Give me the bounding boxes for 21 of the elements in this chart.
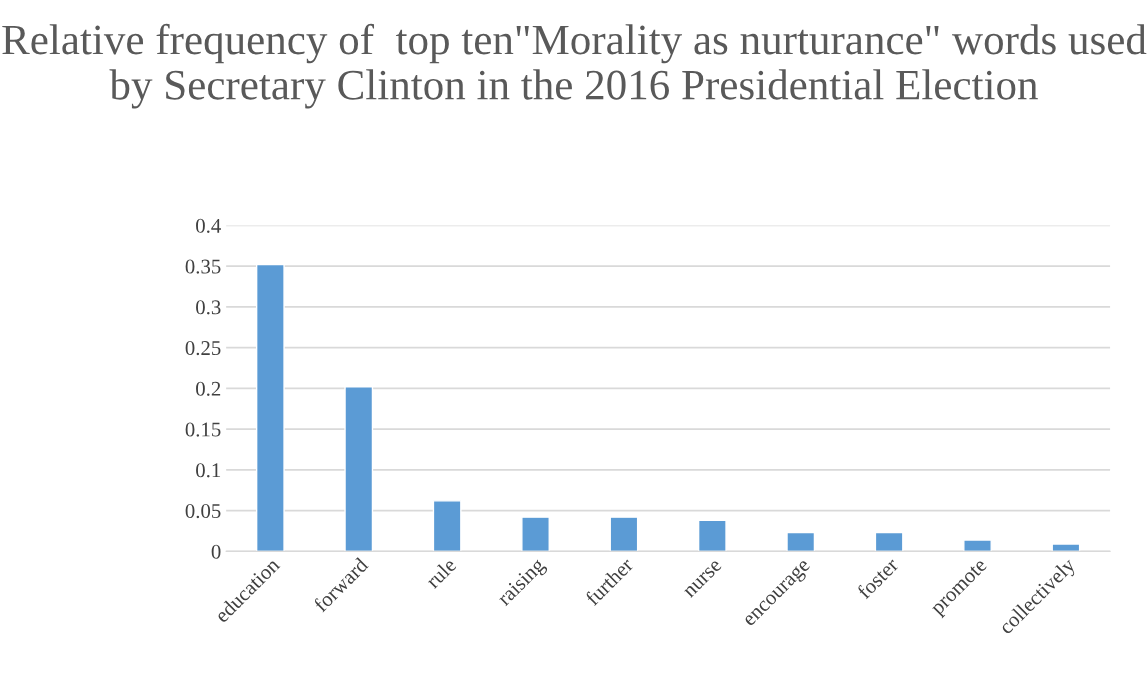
y-tick-label: 0.25 [185,341,221,356]
y-tick-label: 0.1 [196,463,221,478]
y-tick-label: 0.2 [196,381,221,396]
bar [874,531,904,552]
bar [521,516,550,552]
y-tick-label: 0.4 [196,218,221,233]
bar [963,539,992,552]
bar [432,500,462,552]
y-tick-label: 0 [211,544,221,559]
y-tick-label: 0.05 [185,503,221,519]
x-tick-label: rule [424,556,457,590]
y-tick-label: 0.3 [196,300,221,315]
bar [1051,543,1081,552]
bar [609,516,639,552]
bar [255,263,285,552]
y-tick-label: 0.15 [185,422,221,437]
bar [786,531,816,552]
y-tick-label: 0.35 [185,259,221,274]
chart-title: Relative frequency of top ten"Morality as nurturance" words used by Secretary Clinton in the 2016 Presidential Election [2,23,1147,109]
bar [697,519,727,552]
bar [344,386,374,552]
